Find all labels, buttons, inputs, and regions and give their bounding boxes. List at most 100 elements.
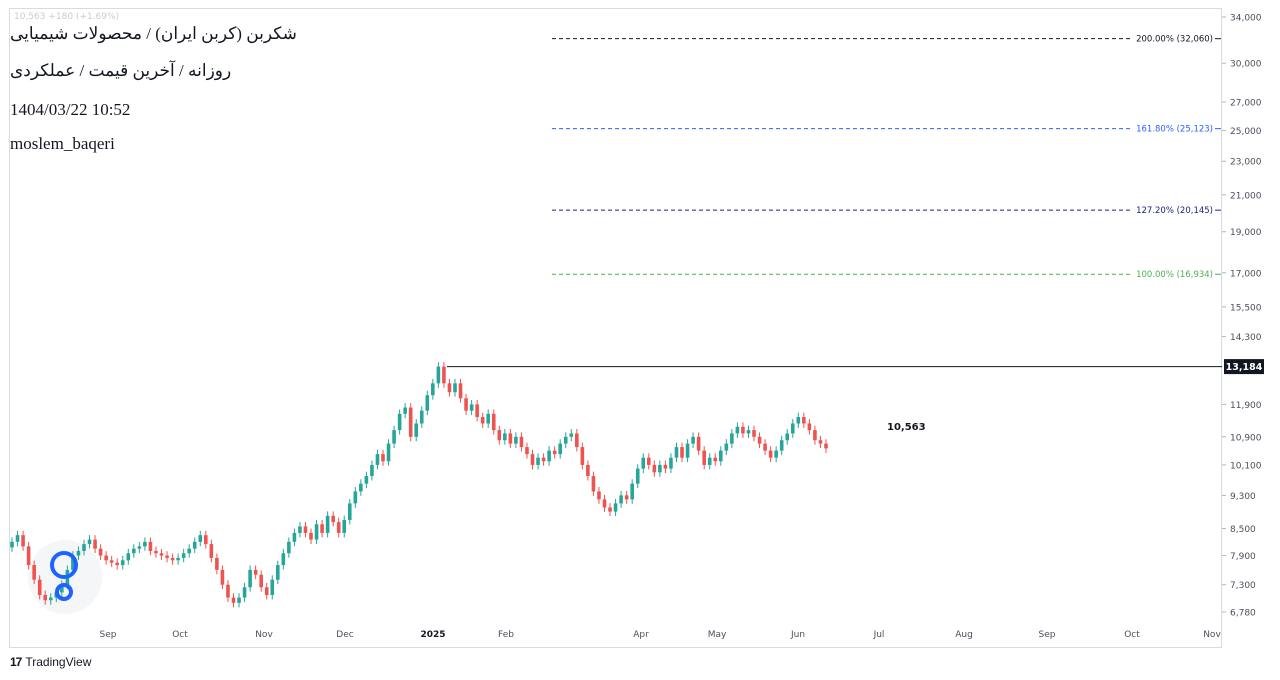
candle-body bbox=[226, 584, 230, 598]
candle-body bbox=[597, 491, 601, 500]
y-tick-label: 21,000 bbox=[1230, 191, 1262, 201]
last-price-annotation: 10,563 bbox=[887, 422, 926, 433]
candle-body bbox=[381, 454, 385, 462]
candle-body bbox=[37, 579, 42, 595]
candle-body bbox=[10, 541, 14, 548]
candle-body bbox=[281, 553, 286, 566]
candle-body bbox=[796, 417, 801, 424]
watermark-logo-icon bbox=[50, 551, 78, 601]
y-tick-label: 6,780 bbox=[1230, 609, 1256, 619]
chart-title: شکربن (کربن ایران) / محصولات شیمیایی bbox=[10, 24, 297, 43]
y-tick-label: 25,000 bbox=[1230, 127, 1262, 137]
time-axis: Sep Oct Nov Dec 2025 Feb Apr May Jun Jul Aug Sep Oct… bbox=[100, 630, 1222, 640]
candle-body bbox=[680, 447, 684, 458]
candle-body bbox=[425, 395, 430, 411]
candle-body bbox=[109, 560, 114, 563]
faded-ohlc-legend: 10,563 +180 (+1.69%) bbox=[14, 12, 120, 22]
y-tick-label: 9,300 bbox=[1230, 492, 1256, 502]
candle-body bbox=[442, 366, 446, 384]
tradingview-logo-icon: 17 bbox=[10, 655, 22, 669]
candle-body bbox=[447, 383, 452, 393]
candle-body bbox=[403, 407, 407, 414]
fib-level-label: 127.20% (20,145) bbox=[1136, 206, 1213, 216]
y-tick-label: 10,100 bbox=[1230, 461, 1262, 471]
candle-body bbox=[580, 447, 585, 465]
tradingview-brand[interactable]: 17 TradingView bbox=[10, 655, 91, 669]
y-tick-label: 23,000 bbox=[1230, 158, 1262, 168]
candle-body bbox=[486, 413, 491, 424]
candle-body bbox=[647, 457, 651, 465]
candle-body bbox=[713, 457, 718, 462]
candle-body bbox=[696, 436, 701, 451]
candle-body bbox=[674, 447, 679, 458]
candle-body bbox=[818, 440, 823, 444]
candle-body bbox=[170, 557, 175, 561]
chart-author: moslem_baqeri bbox=[10, 134, 115, 153]
candle-body bbox=[563, 436, 568, 444]
candle-body bbox=[768, 450, 773, 458]
candle-body bbox=[436, 366, 441, 384]
x-tick-label: Jun bbox=[790, 630, 805, 640]
candle-body bbox=[87, 539, 92, 545]
candle-body bbox=[325, 515, 330, 533]
candle-body bbox=[431, 383, 435, 396]
candle-body bbox=[187, 548, 191, 554]
logo-upper-ring bbox=[50, 551, 78, 579]
x-tick-label: Sep bbox=[100, 630, 117, 640]
candle-body bbox=[303, 526, 308, 533]
candle-body bbox=[685, 443, 690, 458]
candle-body bbox=[248, 569, 252, 588]
x-tick-label: Oct bbox=[1124, 630, 1140, 640]
candle-body bbox=[209, 544, 214, 558]
y-tick-label: 7,300 bbox=[1230, 581, 1256, 591]
candle-body bbox=[60, 584, 64, 593]
candle-body bbox=[76, 550, 81, 556]
x-tick-label: Oct bbox=[172, 630, 188, 640]
price-markers: 13,184 10,563 bbox=[447, 359, 1264, 433]
candle-body bbox=[364, 476, 369, 484]
y-tick-label: 11,900 bbox=[1230, 401, 1262, 411]
candle-body bbox=[503, 433, 507, 441]
tradingview-label: TradingView bbox=[25, 655, 92, 669]
candle-body bbox=[746, 430, 751, 434]
candle-body bbox=[586, 464, 590, 477]
candle-body bbox=[120, 560, 125, 566]
candle-body bbox=[530, 454, 535, 465]
candle-body bbox=[785, 433, 790, 441]
fib-level-label: 200.00% (32,060) bbox=[1136, 35, 1213, 45]
candle-body bbox=[453, 383, 457, 393]
chart-frame bbox=[9, 8, 1222, 648]
high-price-badge bbox=[1224, 359, 1264, 375]
candle-body bbox=[192, 541, 197, 549]
candle-body bbox=[624, 495, 629, 500]
x-tick-label: Sep bbox=[1039, 630, 1056, 640]
y-tick-label: 30,000 bbox=[1230, 60, 1262, 70]
y-tick-label: 14,300 bbox=[1230, 333, 1262, 343]
chart-subtitle: روزانه / آخرین قیمت / عملکردی bbox=[10, 61, 232, 80]
candle-body bbox=[82, 544, 86, 551]
candle-body bbox=[347, 503, 352, 520]
candle-body bbox=[702, 450, 706, 465]
candle-body bbox=[408, 407, 413, 437]
candle-body bbox=[807, 423, 812, 431]
x-tick-label: Nov bbox=[1203, 630, 1221, 640]
candle-body bbox=[508, 433, 513, 444]
candle-body bbox=[608, 507, 612, 512]
candle-body bbox=[669, 457, 673, 469]
candle-body bbox=[359, 483, 363, 492]
price-axis: 34,000 30,000 27,000 25,000 23,000 21,000 19,0… bbox=[1222, 14, 1262, 619]
candle-body bbox=[741, 426, 745, 434]
candle-body bbox=[497, 430, 502, 441]
candle-body bbox=[370, 464, 374, 477]
candle-body bbox=[253, 569, 258, 575]
candle-body bbox=[779, 440, 784, 451]
candle-body bbox=[641, 457, 646, 469]
y-tick-label: 34,000 bbox=[1230, 14, 1262, 24]
y-tick-label: 15,500 bbox=[1230, 303, 1262, 313]
candle-body bbox=[414, 423, 419, 437]
candle-body bbox=[154, 550, 158, 554]
candle-body bbox=[619, 495, 623, 504]
candle-body bbox=[165, 555, 169, 558]
candle-body bbox=[115, 562, 120, 566]
